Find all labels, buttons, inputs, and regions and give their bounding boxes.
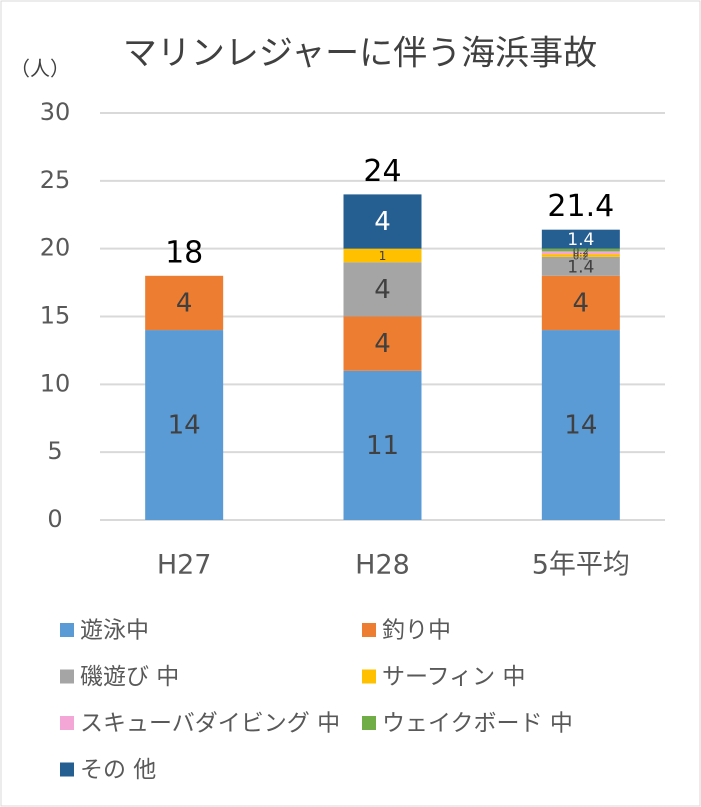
bar-segment	[541, 330, 620, 520]
legend-label: ウェイクボード 中	[382, 711, 573, 737]
y-tick-label: 0	[47, 505, 62, 533]
data-label: 4	[374, 329, 391, 359]
legend-label: スキューバダイビング 中	[80, 711, 340, 737]
y-tick-label: 10	[40, 369, 71, 397]
bar-segment	[541, 275, 620, 331]
bar-segment	[541, 248, 620, 252]
bar-segment	[343, 316, 422, 371]
legend-swatch	[60, 762, 74, 777]
total-label: 18	[165, 235, 203, 270]
data-label: 1.4	[567, 257, 594, 277]
data-label: 1	[379, 249, 387, 263]
x-tick-label: 5年平均	[532, 550, 630, 581]
legend-swatch	[362, 716, 376, 730]
bar-segment	[343, 262, 422, 317]
y-tick-label: 30	[40, 98, 71, 126]
legend-label: 釣り中	[382, 618, 451, 644]
y-tick-label: 5	[47, 437, 62, 465]
bar-segment	[541, 251, 620, 255]
data-label: 14	[168, 411, 201, 441]
legend-swatch	[362, 669, 376, 684]
total-label: 21.4	[547, 189, 614, 224]
y-tick-label: 20	[40, 234, 71, 262]
data-label: 0.2	[573, 249, 589, 260]
chart-title: マリンレジャーに伴う海浜事故	[123, 34, 597, 74]
data-label: 4	[374, 207, 391, 237]
y-tick-label: 15	[40, 302, 71, 330]
data-label: 11	[366, 431, 399, 461]
data-label: 4	[176, 288, 193, 318]
legend-swatch	[60, 623, 74, 637]
bar-segment	[541, 229, 620, 249]
legend-label: 磯遊び 中	[80, 664, 179, 690]
data-label: 4	[374, 275, 391, 305]
legend-swatch	[60, 716, 74, 730]
bar-segment	[343, 194, 422, 249]
legend-swatch	[60, 669, 74, 684]
total-label: 24	[363, 154, 401, 189]
data-label: 1.4	[567, 230, 594, 250]
data-label: 0.2	[573, 251, 589, 262]
y-axis-label: （人）	[10, 57, 70, 81]
legend-label: その 他	[80, 757, 156, 783]
bar-segment	[541, 256, 620, 276]
data-label: 0.2	[573, 246, 589, 257]
legend-label: サーフィン 中	[382, 664, 525, 690]
y-tick-label: 25	[40, 166, 71, 194]
data-label: 4	[573, 288, 590, 318]
bar-segment	[541, 254, 620, 257]
x-tick-label: H27	[157, 550, 212, 581]
x-tick-label: H28	[355, 550, 410, 581]
legend-swatch	[362, 623, 376, 637]
bar-segment	[145, 330, 224, 520]
legend-label: 遊泳中	[80, 618, 149, 644]
bar-segment	[343, 248, 422, 263]
bar-segment	[343, 370, 422, 520]
data-label: 14	[564, 411, 597, 441]
bar-segment	[145, 275, 224, 331]
